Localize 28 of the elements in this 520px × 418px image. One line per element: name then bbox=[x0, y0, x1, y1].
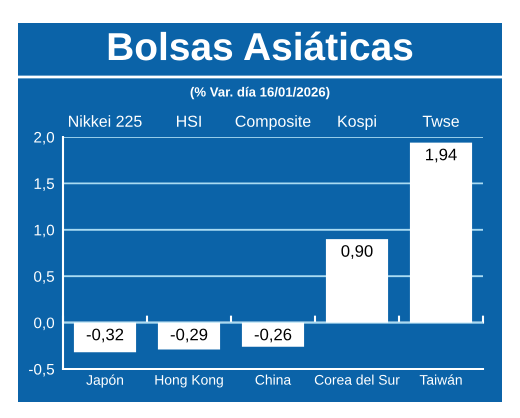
text: HSI bbox=[176, 116, 201, 127]
y-tick-label: 1,5 bbox=[34, 178, 54, 191]
x-tick-label: China bbox=[256, 374, 292, 385]
data-label: 1,94 bbox=[426, 148, 457, 162]
y-tick-label: 0,5 bbox=[34, 271, 54, 284]
text: Twse bbox=[422, 116, 459, 127]
bar bbox=[326, 239, 388, 323]
x-tick-label: Hong Kong bbox=[155, 375, 223, 388]
x-tick-label: Japón bbox=[86, 374, 124, 388]
bar bbox=[158, 322, 220, 350]
data-label: -0,32 bbox=[86, 328, 124, 342]
chart-title: Bolsas Asiáticas bbox=[108, 32, 412, 60]
x-tick-label: Taiwán bbox=[420, 374, 462, 385]
x-tick-label: Corea del Sur bbox=[314, 374, 400, 385]
y-tick-label: 2,0 bbox=[34, 132, 54, 144]
text: Nikkei 225 bbox=[69, 115, 142, 127]
y-tick-label: 0,0 bbox=[34, 317, 54, 330]
y-tick-label: 1,0 bbox=[34, 224, 54, 238]
bar bbox=[74, 322, 136, 352]
text: Kospi bbox=[338, 115, 376, 130]
data-label: -0,29 bbox=[170, 328, 208, 342]
data-label: 0,90 bbox=[341, 245, 373, 259]
bar bbox=[410, 142, 472, 323]
data-label: -0,26 bbox=[254, 328, 292, 342]
bar bbox=[242, 322, 304, 347]
text: Composite bbox=[236, 115, 310, 130]
chart-subtitle: (% Var. día 16/01/2026) bbox=[190, 86, 330, 100]
y-tick-label: -0,5 bbox=[29, 364, 54, 376]
